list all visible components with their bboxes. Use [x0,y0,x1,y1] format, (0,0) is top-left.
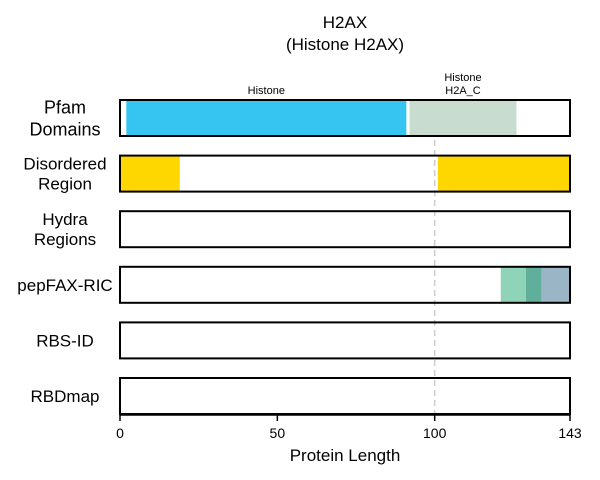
track-box-pepfax [119,265,571,304]
track-label-line: RBDmap [31,387,100,406]
x-tick-label: 143 [558,425,582,441]
title-line-1: H2AX [323,13,367,32]
segment-pfam-0 [126,100,407,136]
x-tick-label: 100 [423,425,447,441]
track-box-hydra [119,210,571,249]
x-axis-label: Protein Length [290,446,401,465]
track-label-rbdmap: RBDmap [31,387,100,406]
track-label-line: Hydra [42,210,88,229]
x-tick-label: 50 [270,425,286,441]
segment-pfam-1 [409,100,517,136]
track-box-disordered [119,154,571,193]
track-label-line: pepFAX-RIC [17,276,112,295]
track-pepfax: pepFAX-RIC [17,265,571,304]
segment-pepfax-0 [500,266,526,303]
track-box-rbsid [119,321,571,360]
segment-label: Histone [444,72,481,84]
track-label-line: RBS-ID [36,331,94,350]
track-box-pfam [119,99,571,137]
segment-pepfax-1 [525,266,542,303]
segment-disordered-1 [437,155,570,192]
segment-label: Histone [248,85,285,97]
segment-pepfax-2 [541,266,570,303]
tracks-layer: PfamDomainsHistoneHistoneH2A_CDisordered… [17,72,571,415]
track-rbsid: RBS-ID [36,321,571,360]
track-label-line: Region [38,175,92,194]
track-label-rbsid: RBS-ID [36,331,94,350]
x-tick-label: 0 [116,425,124,441]
x-axis: 0 50 100 143 [116,414,582,441]
track-label-line: Regions [34,230,96,249]
segment-disordered-0 [120,155,180,192]
track-box-rbdmap [119,377,571,415]
track-rbdmap: RBDmap [31,377,571,415]
track-label-line: Domains [29,119,100,139]
segment-label: H2A_C [445,85,481,97]
track-label-pepfax: pepFAX-RIC [17,276,112,295]
track-label-line: Pfam [44,97,86,117]
track-label-line: Disordered [23,155,106,174]
title-line-2: (Histone H2AX) [286,35,404,54]
